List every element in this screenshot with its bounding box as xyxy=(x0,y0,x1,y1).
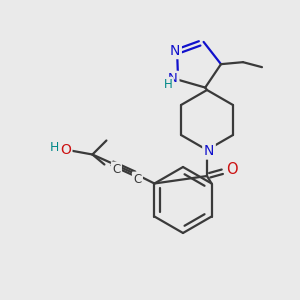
Text: N: N xyxy=(168,72,178,85)
Text: C: C xyxy=(112,163,121,176)
Text: H: H xyxy=(50,141,59,154)
Text: N: N xyxy=(204,144,214,158)
Text: C: C xyxy=(133,173,142,186)
Text: O: O xyxy=(60,142,71,157)
Text: O: O xyxy=(226,161,238,176)
Text: H: H xyxy=(164,78,172,91)
Text: N: N xyxy=(170,44,180,58)
